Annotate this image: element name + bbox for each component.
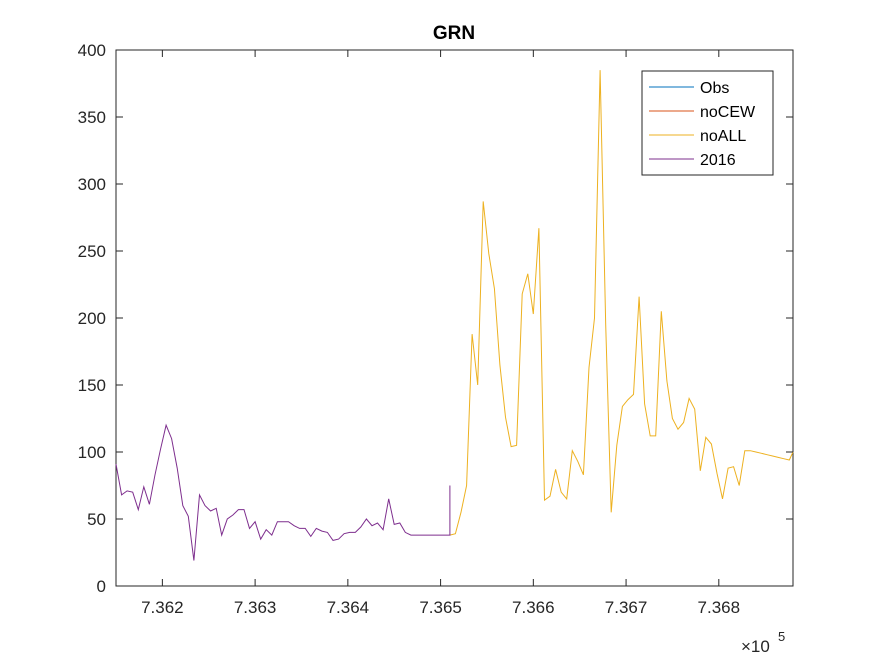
y-tick-label: 300 xyxy=(78,175,106,194)
legend-label-nocew: noCEW xyxy=(700,104,756,121)
x-tick-label: 7.364 xyxy=(327,598,370,617)
y-tick-label: 350 xyxy=(78,108,106,127)
y-tick-label: 150 xyxy=(78,376,106,395)
x-exponent-label: ×10 5 xyxy=(741,629,785,656)
x-tick-label: 7.367 xyxy=(605,598,648,617)
x-tick-label: 7.363 xyxy=(234,598,277,617)
legend-label-noall: noALL xyxy=(700,128,746,145)
legend-label-2016: 2016 xyxy=(700,152,736,169)
y-axis: 0 50 100 150 200 250 300 350 400 xyxy=(78,41,793,596)
y-tick-label: 200 xyxy=(78,309,106,328)
x-tick-label: 7.366 xyxy=(512,598,555,617)
x-exponent-power: 5 xyxy=(778,629,785,644)
y-tick-label: 250 xyxy=(78,242,106,261)
series-line-2016 xyxy=(115,423,451,561)
series-layer xyxy=(115,70,794,561)
x-tick-label: 7.365 xyxy=(419,598,462,617)
legend-box xyxy=(641,70,774,176)
y-tick-label: 0 xyxy=(97,577,106,596)
x-tick-label: 7.368 xyxy=(698,598,741,617)
y-tick-label: 100 xyxy=(78,443,106,462)
x-axis: 7.362 7.363 7.364 7.365 7.366 7.367 7.368 xyxy=(141,50,740,617)
series-line-noall xyxy=(449,70,794,536)
legend: Obs noCEW noALL 2016 xyxy=(641,70,774,176)
x-exponent-base: ×10 xyxy=(741,637,770,656)
y-tick-label: 400 xyxy=(78,41,106,60)
legend-label-obs: Obs xyxy=(700,80,729,97)
chart-title: GRN xyxy=(433,23,475,44)
y-tick-label: 50 xyxy=(87,510,106,529)
x-tick-label: 7.362 xyxy=(141,598,184,617)
